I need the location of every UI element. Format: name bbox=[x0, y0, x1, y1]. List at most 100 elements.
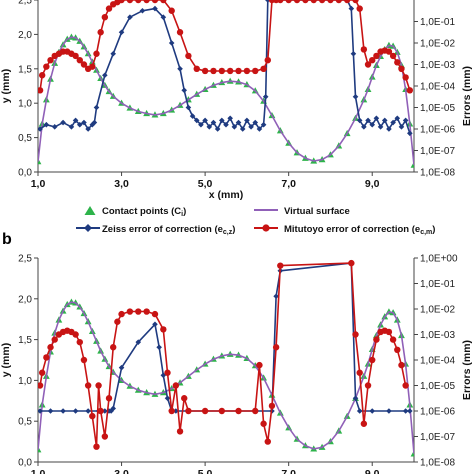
b-point-zeiss-error-of-correction-ec-z bbox=[85, 408, 91, 414]
a-point-mitutoyo-error-of-correction-ec-m bbox=[176, 29, 184, 36]
b-point-mitutoyo-error-of-correction-ec-m bbox=[168, 407, 175, 415]
b-point-zeiss-error-of-correction-ec-z bbox=[118, 364, 125, 371]
b-ytick-label: 2,0 bbox=[18, 294, 32, 305]
a-point-mitutoyo-error-of-correction-ec-m bbox=[406, 87, 414, 94]
b-point-contact-points-ci bbox=[38, 446, 42, 453]
b-point-zeiss-error-of-correction-ec-z bbox=[156, 344, 162, 351]
a-plot-area bbox=[38, 0, 414, 168]
b-point-mitutoyo-error-of-correction-ec-m bbox=[164, 369, 171, 376]
b-point-mitutoyo-error-of-correction-ec-m bbox=[43, 354, 50, 361]
b-point-mitutoyo-error-of-correction-ec-m bbox=[260, 420, 267, 427]
b-point-mitutoyo-error-of-correction-ec-m bbox=[277, 262, 284, 269]
a-point-mitutoyo-error-of-correction-ec-m bbox=[364, 61, 372, 68]
b-point-mitutoyo-error-of-correction-ec-m bbox=[93, 443, 100, 450]
a-point-mitutoyo-error-of-correction-ec-m bbox=[235, 67, 242, 75]
b-line-virtual-surface bbox=[38, 301, 414, 454]
b-point-mitutoyo-error-of-correction-ec-m bbox=[373, 336, 380, 343]
b-point-zeiss-error-of-correction-ec-z bbox=[135, 339, 142, 345]
a-point-mitutoyo-error-of-correction-ec-m bbox=[38, 87, 44, 94]
a-point-mitutoyo-error-of-correction-ec-m bbox=[356, 5, 363, 12]
b-point-mitutoyo-error-of-correction-ec-m bbox=[176, 428, 184, 435]
a-ytick-label: 0,0 bbox=[18, 168, 32, 179]
b-point-zeiss-error-of-correction-ec-z bbox=[352, 395, 359, 402]
b-point-mitutoyo-error-of-correction-ec-m bbox=[352, 331, 359, 338]
a-point-mitutoyo-error-of-correction-ec-m bbox=[97, 29, 104, 36]
a-point-mitutoyo-error-of-correction-ec-m bbox=[160, 0, 167, 4]
a-point-mitutoyo-error-of-correction-ec-m bbox=[143, 0, 150, 4]
b-ytick-label: 1,5 bbox=[18, 335, 32, 346]
b-point-mitutoyo-error-of-correction-ec-m bbox=[369, 356, 376, 364]
b-point-mitutoyo-error-of-correction-ec-m bbox=[256, 361, 263, 369]
a-point-contact-points-ci bbox=[410, 161, 414, 168]
a-point-mitutoyo-error-of-correction-ec-m bbox=[47, 57, 54, 64]
a-point-zeiss-error-of-correction-ec-z bbox=[206, 124, 213, 130]
a-point-mitutoyo-error-of-correction-ec-m bbox=[168, 7, 175, 14]
b-point-mitutoyo-error-of-correction-ec-m bbox=[160, 326, 167, 333]
a-point-zeiss-error-of-correction-ec-z bbox=[256, 126, 263, 132]
a-point-zeiss-error-of-correction-ec-z bbox=[168, 40, 175, 46]
a-y2tick-label: 1,0E-04 bbox=[420, 82, 455, 93]
a-point-zeiss-error-of-correction-ec-z bbox=[185, 104, 192, 111]
a-ytick-label: 2,0 bbox=[18, 30, 32, 41]
a-point-zeiss-error-of-correction-ec-z bbox=[91, 119, 98, 126]
a-xtick-label: 3,0 bbox=[114, 178, 129, 190]
b-y2tick-label: 1,0E-06 bbox=[420, 407, 455, 418]
a-y2tick-label: 1,0E-01 bbox=[420, 17, 455, 28]
a-point-zeiss-error-of-correction-ec-z bbox=[219, 117, 225, 124]
b-point-mitutoyo-error-of-correction-ec-m bbox=[126, 308, 134, 315]
b-point-zeiss-error-of-correction-ec-z bbox=[356, 408, 363, 414]
a-point-mitutoyo-error-of-correction-ec-m bbox=[193, 65, 200, 73]
a-point-zeiss-error-of-correction-ec-z bbox=[235, 119, 242, 126]
b-point-zeiss-error-of-correction-ec-z bbox=[60, 408, 66, 414]
b-point-zeiss-error-of-correction-ec-z bbox=[72, 408, 79, 414]
b-y2tick-label: 1,0E-04 bbox=[420, 356, 455, 367]
b-point-mitutoyo-error-of-correction-ec-m bbox=[51, 336, 58, 343]
b-y2tick-label: 1,0E-07 bbox=[420, 432, 455, 443]
b-ytick-label: 0,0 bbox=[18, 458, 32, 469]
a-xtick-label: 1,0 bbox=[31, 178, 46, 190]
a-xtick-label: 7,0 bbox=[281, 178, 296, 190]
a-point-mitutoyo-error-of-correction-ec-m bbox=[80, 61, 88, 68]
a-point-zeiss-error-of-correction-ec-z bbox=[365, 117, 371, 124]
a-point-zeiss-error-of-correction-ec-z bbox=[160, 14, 167, 20]
a-point-zeiss-error-of-correction-ec-z bbox=[127, 14, 133, 20]
a-point-mitutoyo-error-of-correction-ec-m bbox=[210, 67, 217, 75]
b-point-zeiss-error-of-correction-ec-z bbox=[164, 395, 171, 402]
a-point-mitutoyo-error-of-correction-ec-m bbox=[385, 48, 393, 55]
b-point-mitutoyo-error-of-correction-ec-m bbox=[385, 328, 393, 336]
a-point-mitutoyo-error-of-correction-ec-m bbox=[310, 0, 317, 4]
b-point-zeiss-error-of-correction-ec-z bbox=[386, 408, 392, 414]
a-point-mitutoyo-error-of-correction-ec-m bbox=[318, 0, 326, 4]
b-panel-label: b bbox=[2, 231, 12, 248]
b-point-mitutoyo-error-of-correction-ec-m bbox=[105, 395, 113, 402]
legend-mitutoyo: Mitutoyo error of correction (ec,m) bbox=[284, 224, 435, 236]
b-point-zeiss-error-of-correction-ec-z bbox=[369, 408, 376, 414]
b-point-zeiss-error-of-correction-ec-z bbox=[273, 293, 279, 300]
a-y-axis-label: y (mm) bbox=[0, 69, 12, 103]
a-point-mitutoyo-error-of-correction-ec-m bbox=[402, 74, 409, 81]
a-point-zeiss-error-of-correction-ec-z bbox=[377, 124, 384, 130]
b-point-mitutoyo-error-of-correction-ec-m bbox=[114, 318, 121, 325]
a-point-mitutoyo-error-of-correction-ec-m bbox=[201, 67, 209, 75]
a-point-zeiss-error-of-correction-ec-z bbox=[356, 117, 363, 124]
b-point-mitutoyo-error-of-correction-ec-m bbox=[235, 407, 242, 415]
legend-contact-points: Contact points (Ci) bbox=[102, 206, 186, 218]
a-point-zeiss-error-of-correction-ec-z bbox=[177, 66, 183, 72]
a-point-zeiss-error-of-correction-ec-z bbox=[373, 115, 380, 122]
a-point-mitutoyo-error-of-correction-ec-m bbox=[252, 67, 259, 75]
a-point-zeiss-error-of-correction-ec-z bbox=[381, 117, 388, 124]
a-y2-axis-label: Errors (mm) bbox=[461, 66, 473, 126]
a-point-zeiss-error-of-correction-ec-z bbox=[210, 119, 217, 126]
a-point-zeiss-error-of-correction-ec-z bbox=[60, 119, 66, 126]
a-point-mitutoyo-error-of-correction-ec-m bbox=[151, 0, 159, 4]
a-point-zeiss-error-of-correction-ec-z bbox=[260, 121, 267, 128]
b-point-mitutoyo-error-of-correction-ec-m bbox=[185, 407, 192, 415]
a-xtick-label: 9,0 bbox=[365, 178, 380, 190]
b-point-mitutoyo-error-of-correction-ec-m bbox=[110, 344, 117, 351]
a-point-zeiss-error-of-correction-ec-z bbox=[248, 124, 254, 130]
b-point-zeiss-error-of-correction-ec-z bbox=[47, 408, 54, 414]
a-point-mitutoyo-error-of-correction-ec-m bbox=[335, 0, 342, 4]
b-ytick-label: 2,5 bbox=[18, 254, 32, 265]
b-y-axis-label: y (mm) bbox=[0, 343, 12, 377]
